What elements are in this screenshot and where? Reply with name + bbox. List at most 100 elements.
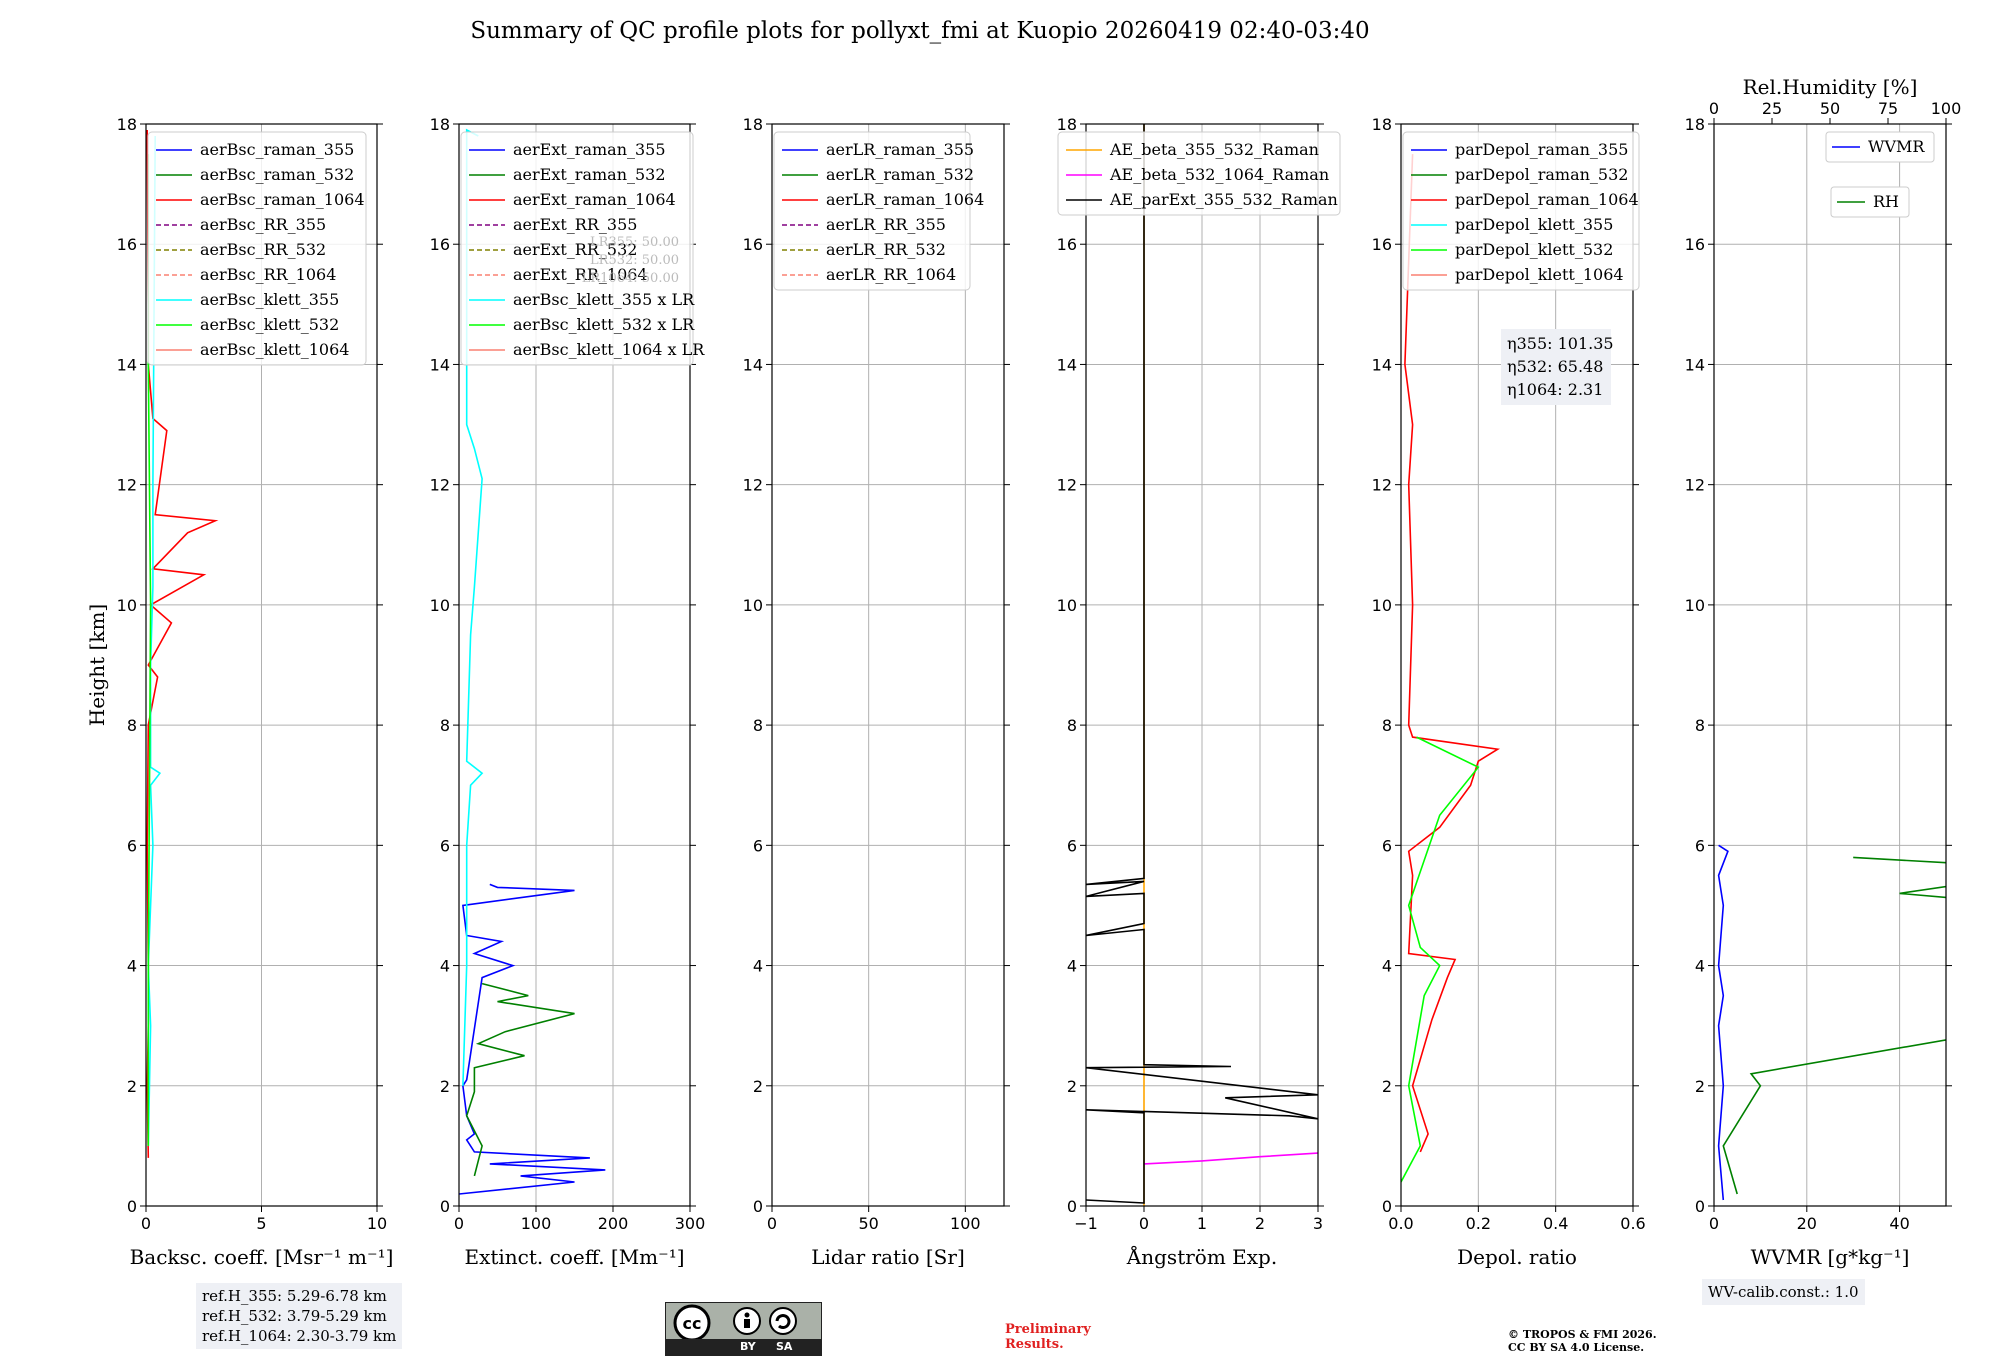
y-tick-label: 4 [1695,957,1705,976]
y-tick-label: 12 [1685,476,1705,495]
y-tick-label: 2 [127,1077,137,1096]
panel-depol: 0.0 0.2 0.4 0.6 0 2 4 6 8 10 12 14 16 18 Depol. ratio p… [1372,115,1646,1269]
legend-label: aerExt_RR_532 [513,240,637,259]
legend-label: aerLR_RR_1064 [826,265,956,284]
sa-icon [769,1307,797,1335]
y-tick-label: 14 [430,355,450,374]
legend-box [147,131,367,366]
y-tick-label: 16 [1685,235,1705,254]
ref-height-532: ref.H_532: 3.79-5.29 km [202,1307,387,1325]
legend-label: AE_beta_355_532_Raman [1109,140,1319,159]
legend-label: aerBsc_RR_1064 [200,265,336,284]
legend-label: aerBsc_raman_1064 [200,190,365,209]
y-tick-label: 2 [440,1077,450,1096]
cc-icon-text: cc [683,1314,702,1333]
y-tick-label: 4 [127,957,137,976]
series-parDepol_klett_532 [1401,736,1480,1183]
legend-label: aerBsc_RR_355 [200,215,326,234]
y-tick-label: 18 [1057,115,1077,134]
x-tick-label: 0 [767,1214,777,1233]
legend-box [773,131,971,291]
y-tick-label: 10 [117,596,137,615]
legend-label: parDepol_raman_1064 [1455,190,1639,209]
y-tick-label: 4 [1382,957,1392,976]
y-tick-label: 12 [743,476,763,495]
wv-calib-text: WV-calib.const.: 1.0 [1708,1283,1859,1301]
eta-label: η355: 101.35 [1507,334,1614,353]
badge-by-label: BY [740,1340,756,1353]
y-tick-label: 14 [1372,355,1392,374]
y-tick-label: 2 [753,1077,763,1096]
x-tick-label: 0.6 [1620,1214,1645,1233]
y-tick-label: 4 [753,957,763,976]
y-tick-label: 18 [117,115,137,134]
y-tick-label: 0 [1695,1197,1705,1216]
x-tick-label: 0 [454,1214,464,1233]
y-tick-label: 6 [1382,836,1392,855]
x-tick-label: 0 [1139,1214,1149,1233]
y-tick-label: 12 [430,476,450,495]
x-tick-label: 2 [1255,1214,1265,1233]
wv-calib-box: WV-calib.const.: 1.0 [1702,1279,1865,1305]
y-tick-label: 2 [1067,1077,1077,1096]
y-tick-label: 0 [440,1197,450,1216]
series-aerExt_raman_532 [465,982,575,1177]
y-axis-label: Height [km] [85,604,109,726]
legend-label: aerBsc_klett_532 [200,315,339,334]
x-axis-label: Ångström Exp. [1126,1244,1277,1269]
legend-label: parDepol_raman_355 [1455,140,1628,159]
legend-label: aerExt_raman_355 [513,140,666,159]
x-tick-label: 40 [1889,1214,1909,1233]
legend-label: parDepol_klett_355 [1455,215,1613,234]
y-tick-label: 12 [117,476,137,495]
y-tick-label: 14 [1057,355,1077,374]
y-tick-label: 4 [440,957,450,976]
y-tick-label: 6 [1695,836,1705,855]
legend-label: aerBsc_klett_1064 x LR [513,340,705,359]
x-axis-label: Extinct. coeff. [Mm⁻¹] [464,1245,684,1269]
copyright-note: © TROPOS & FMI 2026. CC BY SA 4.0 Licens… [1508,1328,1657,1354]
y-tick-label: 2 [1382,1077,1392,1096]
y-tick-label: 18 [1685,115,1705,134]
legend-box [460,131,694,366]
y-tick-label: 8 [1695,716,1705,735]
legend-label: RH [1873,192,1899,211]
y-tick-label: 18 [743,115,763,134]
eta-box [1501,329,1611,405]
eta-label: η532: 65.48 [1507,357,1603,376]
axes-frame [1713,123,1947,1207]
legend-label: aerExt_raman_532 [513,165,666,184]
lr-label: LR1064: 50.00 [582,271,679,286]
y-tick-label: 0 [1067,1197,1077,1216]
legend-box [1825,131,1935,163]
preliminary-line-1: Preliminary [1005,1322,1091,1337]
legend-label: parDepol_klett_532 [1455,240,1613,259]
y-tick-label: 8 [1382,716,1392,735]
series-RH [1722,856,1946,1195]
legend-label: AE_parExt_355_532_Raman [1109,190,1338,209]
legend-label: aerBsc_raman_355 [200,140,354,159]
reference-heights-box: ref.H_355: 5.29-6.78 km ref.H_532: 3.79-… [196,1283,403,1349]
x-tick-label: 200 [598,1214,629,1233]
y-tick-label: 18 [430,115,450,134]
legend-label: parDepol_klett_1064 [1455,265,1624,284]
y-tick-label: 2 [1695,1077,1705,1096]
legend-label: aerExt_RR_1064 [513,265,648,284]
axes-frame [771,123,1005,1207]
x-tick-label: 5 [256,1214,266,1233]
y-tick-label: 6 [127,836,137,855]
legend-label: WVMR [1868,137,1925,156]
legend-label: aerBsc_raman_532 [200,165,354,184]
y-tick-label: 10 [1057,596,1077,615]
y-tick-label: 16 [1057,235,1077,254]
y-tick-label: 16 [1372,235,1392,254]
top-x-tick-label: 100 [1931,99,1962,118]
x-tick-label: 1 [1197,1214,1207,1233]
top-x-tick-label: 0 [1709,99,1719,118]
top-x-tick-label: 75 [1878,99,1898,118]
y-tick-label: 16 [430,235,450,254]
y-tick-label: 6 [753,836,763,855]
x-axis-label: WVMR [g*kg⁻¹] [1751,1245,1910,1269]
cc-icon [673,1304,711,1339]
